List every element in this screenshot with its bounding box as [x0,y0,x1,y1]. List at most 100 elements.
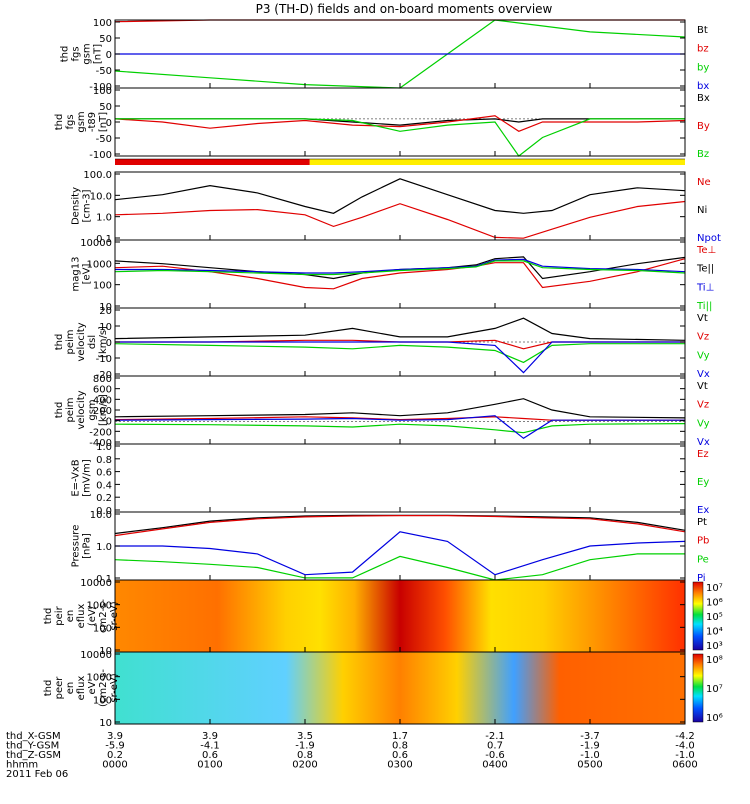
x-tick-value: 0100 [197,760,222,771]
legend-item-Vt: Vt [697,313,708,324]
legend-item-Te⊥: Te⊥ [696,245,716,256]
colorbar-peer [692,653,704,723]
y-axis-label-efield: E=-VxB [mV/m] [71,459,93,497]
colorbar-tick-label: 10⁶ [706,713,723,724]
colorbar-tick-label: 10⁶ [706,598,723,609]
legend-item-Vz: Vz [697,332,709,343]
series-line-By [114,115,686,132]
y-tick-label: -50 [96,66,112,77]
colorbar-tick-label: 10⁷ [706,684,723,695]
y-tick-label: -400 [89,438,112,449]
series-line-Ti⊥ [115,258,686,274]
y-axis-label-line: cm2-s- [98,599,109,633]
x-tick-value: 3.5 [297,731,313,742]
x-tick-value: -4.2 [675,731,695,742]
x-row-label: thd_Z-GSM [6,750,61,761]
x-row-label: hhmm [6,760,38,771]
series-line-Pe [114,553,685,581]
region-bar-red [115,159,310,165]
y-tick-label: 10.0 [90,191,112,202]
legend-item-Ne: Ne [697,177,711,188]
legend-item-Vy: Vy [697,418,710,429]
x-tick-value: -3.7 [580,731,600,742]
series-line-Ne [114,200,686,239]
legend-item-Vx: Vx [697,369,710,380]
legend-item-Te||: Te|| [696,264,714,275]
x-tick-value: 0.6 [202,750,218,761]
y-axis-label-line: -t89 [87,112,98,132]
y-tick-label: 20 [99,306,112,317]
y-axis-label-line: (eV/ [87,605,98,626]
y-axis-label-line: peir [54,605,65,625]
legend-item-Ni: Ni [697,205,707,216]
x-tick-value: -1.9 [295,741,315,752]
legend-item-Ti⊥: Ti⊥ [696,282,714,293]
y-axis-label-line: [km/s] [98,394,109,426]
legend-item-bx: bx [697,81,709,92]
y-tick-label: -100 [89,82,112,93]
panel-frame-temp [114,239,686,309]
y-tick-label: 400 [93,395,112,406]
x-row-label: thd_Y-GSM [6,741,59,752]
y-axis-label-line: dsl [87,335,98,349]
y-axis-label-line: velocity [76,322,87,361]
y-axis-label-line: [nT] [98,112,109,132]
x-tick-value: 0600 [672,760,697,771]
series-line-Ni [114,178,686,214]
y-axis-label-fgs2: thd fgs gsm -t89 [nT] [54,111,109,132]
y-axis-label-line: Density [71,187,82,225]
y-tick-label: 0 [106,417,112,428]
y-axis-label-line: fgs [71,46,82,61]
y-tick-label: 10 [99,302,112,313]
y-axis-label-line: en [65,682,76,695]
legend-item-Vy: Vy [697,350,710,361]
legend-item-Bt: Bt [697,25,708,36]
y-tick-label: 1.0 [96,213,112,224]
x-tick-value: 0500 [577,760,602,771]
x-tick-value: -0.6 [485,750,505,761]
y-axis-label-line: thd [54,402,65,419]
y-tick-label: 1000 [87,259,112,270]
series-line-Vx [114,415,685,440]
y-axis-label-line: [mV/m] [82,459,93,497]
series-line-Pb [114,514,686,537]
x-tick-value: -1.9 [580,741,600,752]
legend-item-Ex: Ex [697,505,709,516]
y-axis-label-line: Pressure [71,525,82,568]
legend-item-Pt: Pt [697,517,707,528]
series-line-Pi [115,531,686,576]
y-axis-label-line: eflux [76,676,87,701]
y-axis-label-line: peim [65,397,76,422]
y-axis-label-line: en [65,610,76,623]
y-tick-label: 10000 [80,238,112,249]
x-tick-value: 0300 [387,760,412,771]
y-axis-label-line: thd [43,680,54,697]
y-axis-label-line: gsm [76,111,87,132]
y-axis-label-line: gsm [82,43,93,64]
legend-item-Bz: Bz [697,149,709,160]
y-axis-label-line: eV [87,681,98,694]
y-axis-label-vel2: thd peim velocity gsm [km/s] [54,390,109,429]
series-line-Vx [115,341,685,374]
x-tick-value: -1.0 [675,750,695,761]
colorbar-tick-label: 10⁴ [706,627,723,638]
y-axis-label-pressure: Pressure [nPa] [71,525,93,568]
legend-item-Vx: Vx [697,437,710,448]
legend-item-Pi: Pi [697,573,706,584]
legend-item-Ez: Ez [697,449,709,460]
y-axis-label-line: [cm-3] [82,189,93,222]
y-tick-label: 10000 [80,650,112,661]
y-tick-label: 100 [93,623,112,634]
legend-item-Pb: Pb [697,536,709,547]
y-axis-label-fgs: thd fgs gsm [nT] [60,43,104,64]
y-tick-label: 0.4 [96,480,112,491]
x-tick-value: 0.6 [392,750,408,761]
y-axis-label-vel1: thd peim velocity dsl [km/s] [54,322,109,361]
x-tick-value: 3.9 [202,731,218,742]
y-tick-label: -200 [89,427,112,438]
y-axis-label-line: eflux [76,604,87,629]
legend-item-Vz: Vz [697,400,709,411]
y-axis-label-line: (cm2-s- [98,669,109,707]
series-line-Vt [114,398,686,419]
